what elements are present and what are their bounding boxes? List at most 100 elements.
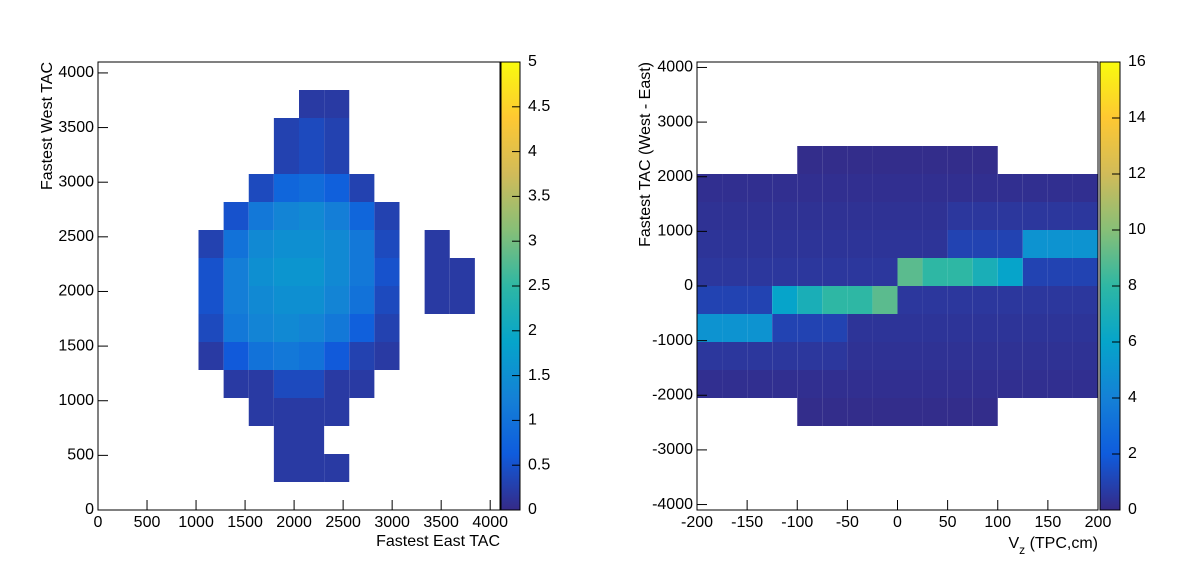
bin: [424, 230, 450, 258]
x-tick-label: 1000: [178, 514, 214, 531]
bin: [948, 62, 973, 90]
bin: [425, 314, 450, 342]
bin: [1073, 90, 1098, 118]
bin: [1047, 230, 1073, 258]
bin: [475, 342, 500, 370]
bin: [475, 230, 500, 258]
bin: [947, 342, 973, 370]
bin: [922, 370, 948, 398]
bin: [897, 146, 923, 174]
bin: [847, 118, 872, 146]
bin: [374, 62, 399, 90]
bin: [299, 174, 325, 202]
bin: [198, 230, 224, 258]
bin: [123, 146, 148, 174]
bin: [324, 174, 350, 202]
bin: [747, 118, 772, 146]
bin: [400, 342, 425, 370]
bin: [475, 258, 500, 286]
bin: [1022, 370, 1048, 398]
z-tick-label: 2: [528, 322, 537, 339]
bin: [173, 258, 198, 286]
bin: [374, 482, 399, 510]
bin: [872, 258, 898, 286]
bin: [248, 174, 274, 202]
bin: [224, 118, 249, 146]
bin: [224, 146, 249, 174]
bin: [897, 286, 923, 314]
bin: [847, 454, 872, 482]
bin: [400, 286, 425, 314]
bin: [299, 454, 325, 482]
bin: [173, 118, 198, 146]
bin: [997, 258, 1023, 286]
bin: [1023, 146, 1048, 174]
bin: [148, 258, 173, 286]
bin: [697, 230, 723, 258]
bin: [897, 342, 923, 370]
bin: [697, 482, 722, 510]
bin: [998, 482, 1023, 510]
bin: [1072, 370, 1098, 398]
bin: [722, 426, 747, 454]
bin: [1048, 482, 1073, 510]
bin: [922, 202, 948, 230]
bin: [425, 62, 450, 90]
bin: [973, 454, 998, 482]
bin: [822, 118, 847, 146]
bin: [449, 258, 475, 286]
bin: [872, 230, 898, 258]
y-axis-title: Fastest TAC (West - East): [637, 62, 654, 247]
bin: [173, 146, 198, 174]
bin: [198, 314, 224, 342]
bin: [374, 118, 399, 146]
bin: [224, 174, 249, 202]
bin: [872, 286, 898, 314]
bin: [847, 314, 873, 342]
bin: [898, 118, 923, 146]
y-tick-label: 3000: [657, 113, 693, 130]
bin: [98, 482, 123, 510]
bin: [400, 62, 425, 90]
bin: [947, 174, 973, 202]
y-tick-label: 2000: [657, 168, 693, 185]
bin: [697, 146, 722, 174]
bin: [1072, 314, 1098, 342]
bin: [1072, 286, 1098, 314]
bin: [400, 146, 425, 174]
bin: [772, 202, 798, 230]
bin: [98, 426, 123, 454]
bin: [123, 314, 148, 342]
bin: [872, 398, 898, 426]
bin: [948, 454, 973, 482]
z-tick-label: 2: [1128, 445, 1137, 462]
bin: [148, 230, 173, 258]
x-tick-label: -150: [731, 514, 763, 531]
bin: [148, 398, 173, 426]
bin: [722, 174, 748, 202]
bin: [797, 202, 823, 230]
bin: [123, 174, 148, 202]
bin: [400, 202, 425, 230]
bin: [199, 370, 224, 398]
bin: [249, 482, 274, 510]
bin: [199, 174, 224, 202]
bin: [1072, 258, 1098, 286]
bin: [148, 202, 173, 230]
bin: [1047, 342, 1073, 370]
bin: [349, 314, 375, 342]
bin: [922, 146, 948, 174]
x-tick-label: 2500: [325, 514, 361, 531]
bin: [872, 62, 897, 90]
bin: [897, 258, 923, 286]
bin: [1048, 426, 1073, 454]
x-tick-label: 0: [94, 514, 103, 531]
bin: [273, 370, 299, 398]
bin: [973, 426, 998, 454]
bin: [299, 426, 325, 454]
bin: [123, 230, 148, 258]
bin: [722, 118, 747, 146]
bin: [1047, 314, 1073, 342]
bin: [772, 398, 797, 426]
bin: [822, 146, 848, 174]
